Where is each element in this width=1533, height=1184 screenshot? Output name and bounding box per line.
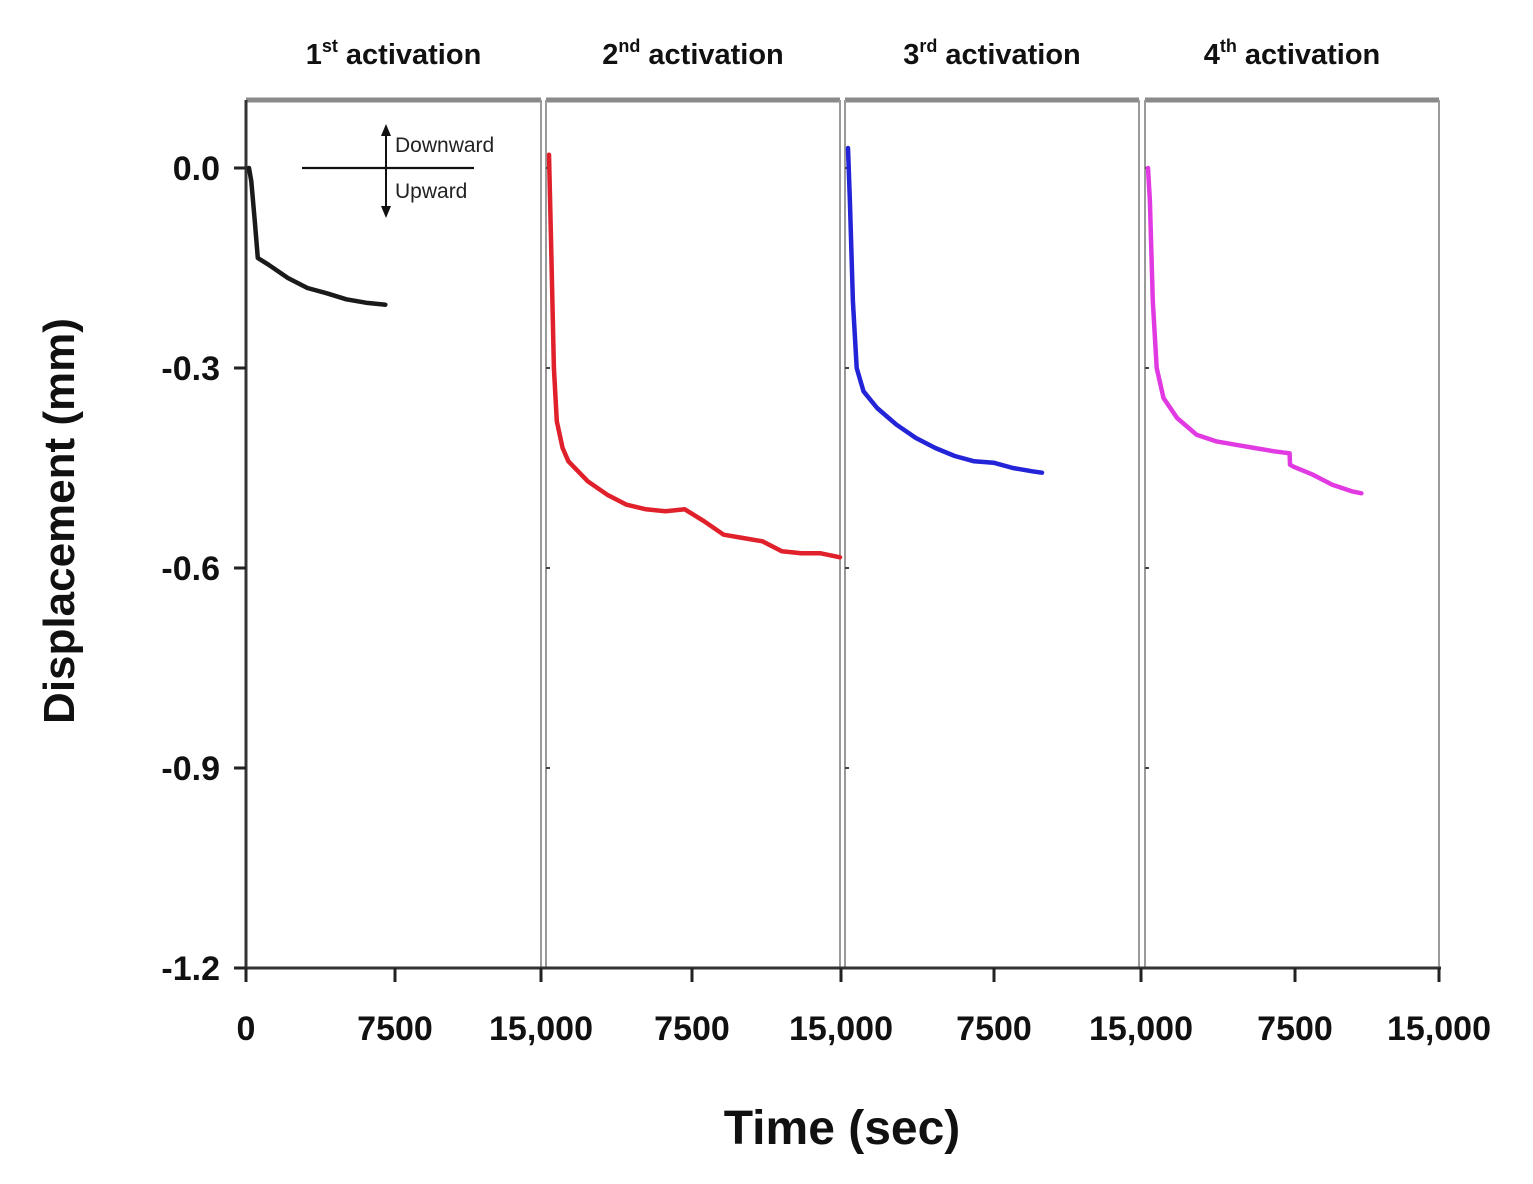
series-line-1 bbox=[246, 165, 388, 307]
panel-title-4: 4th activation bbox=[1204, 36, 1381, 71]
x-tick-label: 15,000 bbox=[789, 1010, 893, 1048]
series-line-3 bbox=[845, 145, 1045, 475]
y-axis: 0.0 -0.3 -0.6 -0.9 -1.2 bbox=[161, 150, 246, 988]
panel-title-3: 3rd activation bbox=[903, 36, 1081, 71]
series-line-4 bbox=[1145, 165, 1364, 496]
arrow-up-icon bbox=[381, 124, 391, 136]
panel-4: 4th activation bbox=[1144, 36, 1440, 969]
x-tick-label: 15,000 bbox=[1387, 1010, 1491, 1048]
y-tick-label: -1.2 bbox=[161, 950, 220, 988]
x-tick-label: 15,000 bbox=[489, 1010, 593, 1048]
direction-annotation: Downward Upward bbox=[302, 124, 494, 218]
panel-title-1: 1st activation bbox=[306, 36, 482, 71]
panel-2: 2nd activation bbox=[545, 36, 843, 969]
arrow-down-icon bbox=[381, 206, 391, 218]
upward-label: Upward bbox=[395, 180, 467, 203]
panel-3: 3rd activation bbox=[844, 36, 1140, 969]
y-tick-label: -0.9 bbox=[161, 750, 220, 788]
x-tick-label: 7500 bbox=[956, 1010, 1032, 1048]
x-tick-label: 7500 bbox=[654, 1010, 730, 1048]
x-tick-label: 7500 bbox=[1257, 1010, 1333, 1048]
x-axis-title: Time (sec) bbox=[724, 1102, 961, 1155]
x-axis: 0 7500 15,000 7500 15,000 7500 15,000 7500 15,00… bbox=[237, 966, 1491, 1048]
panel-title-2: 2nd activation bbox=[602, 36, 784, 71]
y-axis-title: Displacement (mm) bbox=[35, 318, 84, 724]
series-line-2 bbox=[546, 152, 843, 560]
downward-label: Downward bbox=[395, 134, 494, 157]
panels-layer: 1st activation 2nd activation 3rd activati… bbox=[244, 36, 1440, 969]
x-tick-label: 7500 bbox=[357, 1010, 433, 1048]
x-tick-label: 15,000 bbox=[1089, 1010, 1193, 1048]
y-tick-label: -0.6 bbox=[161, 550, 220, 588]
y-tick-label: -0.3 bbox=[161, 350, 220, 388]
x-tick-label: 0 bbox=[237, 1010, 256, 1048]
y-tick-label: 0.0 bbox=[173, 150, 220, 188]
panel-1: 1st activation bbox=[244, 36, 542, 968]
